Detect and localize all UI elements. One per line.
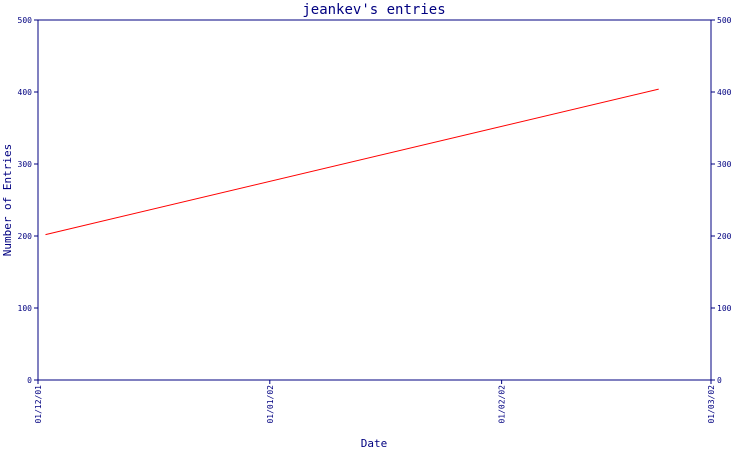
y-tick-label-left: 400	[18, 88, 33, 97]
x-axis: 01/12/01 01/01/02 01/02/02 01/03/02	[34, 380, 716, 424]
y-tick-label-right: 200	[717, 232, 732, 241]
x-tick-label: 01/02/02	[498, 385, 507, 424]
y-tick-label-right: 500	[717, 16, 732, 25]
y-axis-label: Number of Entries	[1, 144, 14, 257]
y-axis-left: 0 100 200 300 400 500	[18, 16, 38, 385]
y-tick-label-left: 0	[27, 376, 32, 385]
y-tick-label-left: 100	[18, 304, 33, 313]
x-tick-label: 01/01/02	[266, 385, 275, 424]
series-group	[45, 88, 659, 236]
y-tick-label-left: 500	[18, 16, 33, 25]
y-tick-label-right: 0	[717, 376, 722, 385]
series-line	[45, 88, 659, 236]
y-tick-label-right: 400	[717, 88, 732, 97]
y-tick-label-left: 200	[18, 232, 33, 241]
y-tick-label-right: 100	[717, 304, 732, 313]
plot-frame	[37, 19, 712, 381]
x-tick-label: 01/03/02	[707, 385, 716, 424]
x-axis-label: Date	[361, 437, 388, 450]
x-tick-label: 01/12/01	[34, 385, 43, 424]
chart-title: jeankev's entries	[302, 2, 445, 18]
y-axis-right: 0 100 200 300 400 500	[711, 16, 732, 385]
y-tick-label-left: 300	[18, 160, 33, 169]
y-tick-label-right: 300	[717, 160, 732, 169]
